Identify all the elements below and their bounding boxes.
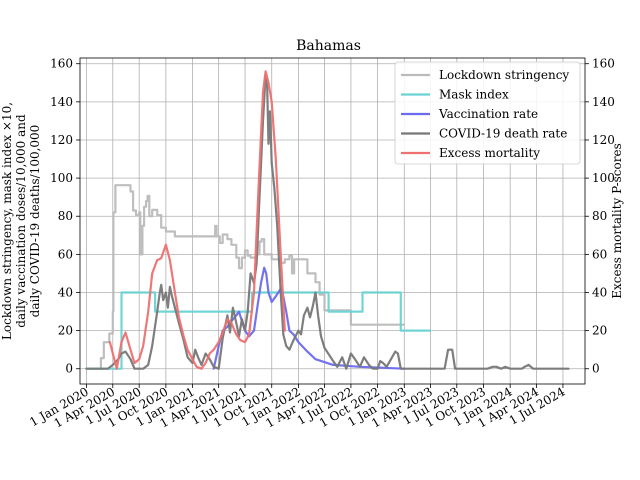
y-tick-label-right: 0 (592, 362, 600, 376)
y-tick-label-right: 20 (592, 324, 607, 338)
series-line-covid-19-death-rate (85, 74, 570, 370)
left-axis-title-line-2: daily vaccination doses/10,000 and (14, 114, 28, 328)
left-axis-title-line-3: daily COVID-19 deaths/100,000 (28, 125, 42, 318)
y-tick-label-right: 60 (592, 247, 607, 261)
legend-label-lockdown-stringency: Lockdown stringency (439, 68, 569, 82)
legend-box (394, 61, 581, 165)
series-line-mask-index (85, 291, 432, 370)
legend-label-mask-index: Mask index (439, 88, 509, 102)
chart-title: Bahamas (296, 38, 361, 54)
series-line-excess-mortality (108, 70, 286, 370)
y-tick-label-right: 80 (592, 209, 607, 223)
y-tick-label-left: 40 (58, 285, 73, 299)
y-tick-label-left: 20 (58, 324, 73, 338)
y-tick-label-left: 120 (50, 133, 73, 147)
plot-frame (79, 57, 586, 385)
y-tick-label-right: 40 (592, 285, 607, 299)
legend: Lockdown stringency Mask index Vaccination… (394, 61, 581, 165)
y-tick-label-left: 60 (58, 247, 73, 261)
plot-area (85, 70, 570, 370)
left-axis-title-line-1: Lockdown stringency, mask index ×10, (0, 102, 14, 340)
legend-label-excess-mortality: Excess mortality (439, 146, 540, 160)
y-tick-label-left: 0 (65, 362, 73, 376)
legend-label-covid-19-death-rate: COVID-19 death rate (439, 127, 567, 141)
y-tick-label-left: 140 (50, 95, 73, 109)
y-tick-label-right: 120 (592, 133, 615, 147)
y-tick-label-left: 160 (50, 57, 73, 71)
y-tick-label-right: 140 (592, 95, 615, 109)
left-axis-title: Lockdown stringency, mask index ×10, dai… (0, 102, 42, 340)
y-tick-label-left: 100 (50, 171, 73, 185)
series-line-lockdown-stringency (85, 184, 406, 370)
y-tick-label-right: 100 (592, 171, 615, 185)
right-axis-title: Excess mortality P-scores (610, 143, 624, 298)
legend-label-vaccination-rate: Vaccination rate (438, 107, 538, 121)
y-tick-label-right: 160 (592, 57, 615, 71)
y-tick-label-left: 80 (58, 209, 73, 223)
